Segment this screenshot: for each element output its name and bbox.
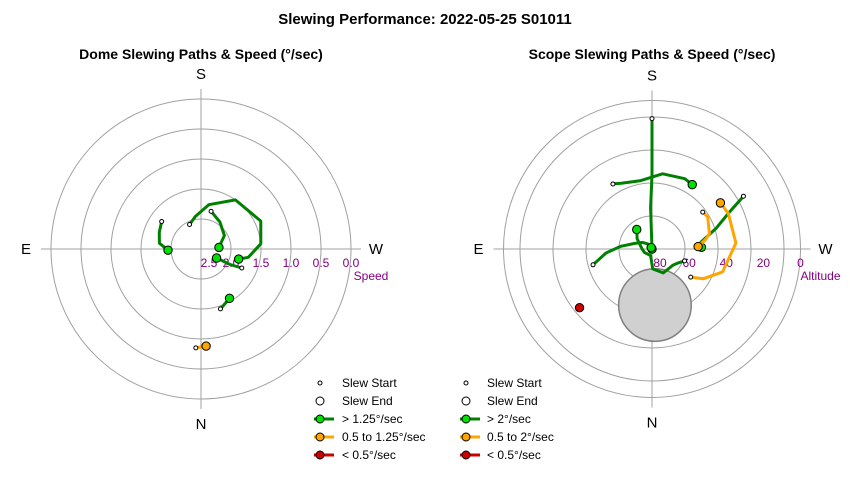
legend-marker-icon: [461, 450, 471, 460]
slew-start-marker: [187, 222, 193, 228]
slew-end-marker: [632, 224, 642, 235]
legend-start-icon: [463, 380, 469, 386]
scope-chart: Scope Slewing Paths & Speed (°/sec) S N E W 8…: [460, 46, 841, 462]
legend-end-icon: [461, 396, 471, 406]
slew-end-marker: [211, 253, 222, 263]
slew-start-marker: [217, 306, 223, 312]
dome-chart: Dome Slewing Paths & Speed (°/sec)SNE W2.…: [21, 46, 426, 462]
legend-label-start: Slew Start: [342, 376, 397, 390]
slew-end-marker: [715, 198, 726, 208]
page-title: Slewing Performance: 2022-05-25 S01011: [278, 11, 572, 28]
moon-disc: [617, 267, 692, 343]
legend-label-end: Slew End: [342, 394, 393, 408]
cardinal-right: W: [369, 241, 384, 258]
slew-path: [635, 228, 687, 275]
slew-start-marker: [649, 116, 655, 122]
legend-marker-icon: [461, 432, 471, 442]
slew-end-marker: [214, 242, 224, 253]
scope-chart-title: Scope Slewing Paths & Speed (°/sec): [529, 46, 776, 62]
cardinal-left: E: [21, 241, 31, 258]
legend-label-slow: < 0.5°/sec: [342, 448, 396, 462]
cardinal-left: E: [473, 241, 483, 258]
cardinal-top: S: [196, 66, 206, 83]
legend-label-fast: > 2°/sec: [487, 412, 531, 426]
slew-path: [689, 201, 738, 281]
cardinal-right: W: [818, 241, 833, 258]
slew-start-marker: [610, 181, 616, 187]
legend-label-slow: < 0.5°/sec: [487, 448, 541, 462]
slew-path: [215, 256, 244, 270]
slew-end-marker: [687, 179, 697, 190]
slew-start-marker: [682, 258, 688, 264]
radial-tick-label: 0.5: [313, 256, 330, 270]
legend-label-end: Slew End: [487, 394, 538, 408]
slew-path: [649, 117, 654, 251]
slew-start-marker: [590, 262, 596, 268]
slew-path: [696, 210, 711, 249]
legend-start-icon: [317, 380, 323, 386]
slew-end-marker: [693, 241, 703, 252]
slew-path: [209, 209, 226, 249]
slew-end-marker: [163, 245, 173, 255]
legend-end-icon: [315, 396, 325, 406]
slew-path: [157, 220, 170, 252]
slew-end-marker: [201, 341, 211, 351]
legend-marker-icon: [461, 414, 471, 424]
slew-start-marker: [688, 274, 694, 280]
cardinal-top: S: [647, 68, 657, 85]
radial-axis-label: Altitude: [800, 269, 840, 283]
legend-marker-icon: [315, 414, 325, 424]
legend-label-medium: 0.5 to 1.25°/sec: [342, 430, 426, 444]
radial-tick-label: 20: [757, 256, 771, 270]
legend-label-fast: > 1.25°/sec: [342, 412, 403, 426]
slew-end-marker: [574, 302, 585, 313]
slew-start-marker: [193, 345, 199, 351]
slew-end-marker: [646, 242, 656, 253]
cardinal-bottom: N: [647, 415, 658, 432]
radial-tick-label: 0: [797, 256, 804, 270]
slew-start-marker: [159, 218, 165, 224]
radial-tick-label: 80: [653, 256, 667, 270]
radial-tick-label: 1.0: [283, 256, 300, 270]
slew-start-marker: [239, 265, 245, 271]
legend-label-medium: 0.5 to 2°/sec: [487, 430, 554, 444]
dome-chart-title: Dome Slewing Paths & Speed (°/sec): [79, 46, 323, 62]
slew-end-marker: [224, 293, 235, 304]
slew-path: [591, 240, 653, 267]
slew-end-marker: [233, 254, 244, 264]
legend-label-start: Slew Start: [487, 376, 542, 390]
radial-tick-label: 0.0: [343, 256, 360, 270]
slew-start-marker: [740, 193, 746, 199]
slew-start-marker: [700, 209, 706, 215]
cardinal-bottom: N: [196, 416, 207, 433]
slew-path: [188, 198, 263, 261]
slew-start-marker: [208, 208, 214, 214]
radial-tick-label: 1.5: [253, 256, 270, 270]
legend-marker-icon: [315, 432, 325, 442]
radial-axis-label: Speed: [354, 269, 389, 283]
legend-marker-icon: [315, 450, 325, 460]
slew-path: [611, 172, 694, 187]
